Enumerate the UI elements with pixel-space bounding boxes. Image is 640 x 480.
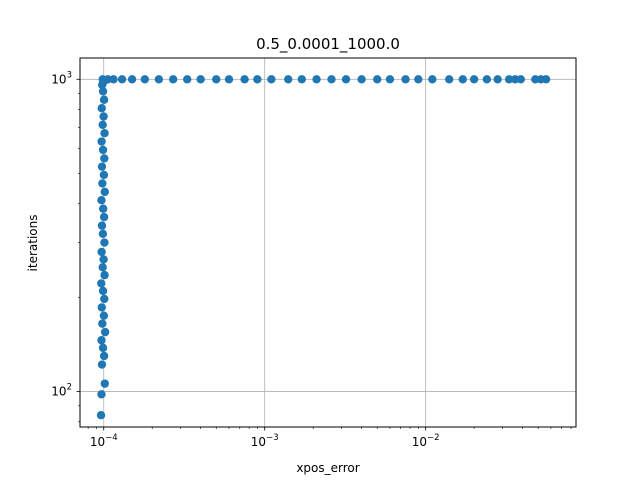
data-point	[183, 75, 192, 84]
x-axis-ticks: 10−4 10−3 10−2	[87, 427, 572, 449]
data-point	[373, 75, 382, 84]
data-point	[401, 75, 410, 84]
data-point	[284, 75, 293, 84]
x-tick-label: 10−3	[251, 433, 279, 449]
data-point	[97, 336, 106, 345]
data-point	[100, 379, 109, 388]
data-point	[98, 286, 108, 296]
data-point	[154, 75, 164, 84]
data-point	[100, 128, 109, 138]
data-point	[224, 75, 234, 84]
data-point	[99, 351, 109, 361]
data-point	[297, 75, 306, 84]
y-tick-label: 103	[51, 70, 72, 86]
data-point	[100, 327, 110, 337]
data-point	[493, 75, 502, 84]
data-point	[541, 75, 551, 84]
data-point	[99, 255, 108, 264]
data-point	[312, 75, 321, 84]
data-point	[469, 75, 479, 84]
data-point	[267, 75, 276, 84]
data-point	[327, 75, 336, 84]
data-point	[98, 229, 108, 239]
chart-title: 0.5_0.0001_1000.0	[256, 35, 400, 54]
data-point	[109, 75, 118, 84]
data-point	[100, 270, 109, 280]
y-tick-label: 102	[51, 383, 72, 399]
data-point	[99, 170, 109, 180]
data-point	[444, 75, 454, 84]
data-point	[100, 187, 109, 197]
data-point	[516, 75, 526, 84]
data-point	[97, 303, 106, 312]
data-point	[385, 75, 395, 84]
data-point	[98, 263, 107, 272]
data-point	[504, 75, 514, 84]
x-tick-label: 10−2	[412, 433, 440, 449]
data-point	[168, 75, 178, 84]
data-point	[100, 294, 109, 304]
data-point	[98, 120, 107, 129]
plot-frame	[79, 57, 577, 428]
data-point	[97, 360, 107, 369]
data-point	[196, 75, 205, 84]
x-axis-label: xpos_error	[296, 461, 359, 475]
data-point	[97, 279, 106, 288]
data-point	[99, 112, 108, 121]
data-point	[428, 75, 437, 84]
data-point	[97, 104, 106, 113]
data-point	[240, 75, 249, 84]
data-point	[341, 75, 351, 84]
data-point	[117, 75, 127, 84]
data-point	[127, 75, 137, 84]
data-points	[96, 75, 551, 420]
grid-lines	[80, 58, 576, 427]
data-point	[98, 145, 108, 155]
data-point	[100, 154, 109, 163]
data-point	[212, 75, 221, 84]
data-point	[97, 137, 106, 146]
x-tick-label: 10−4	[90, 433, 118, 449]
data-point	[482, 75, 492, 84]
data-point	[98, 319, 107, 328]
data-point	[98, 87, 108, 96]
data-point	[253, 75, 262, 84]
data-point	[96, 411, 106, 420]
data-point	[97, 247, 106, 257]
data-point	[458, 75, 467, 84]
y-axis-ticks: 102 103	[51, 70, 80, 423]
data-point	[99, 311, 109, 320]
data-point	[98, 204, 108, 213]
data-point	[97, 162, 107, 171]
data-point	[414, 75, 423, 84]
data-point	[100, 238, 109, 247]
data-point	[99, 95, 109, 104]
data-point	[140, 75, 150, 84]
data-point	[357, 75, 366, 84]
y-axis-label: iterations	[26, 215, 40, 272]
data-point	[97, 196, 106, 205]
data-point	[99, 212, 109, 222]
data-point	[97, 221, 107, 230]
data-point	[98, 343, 108, 353]
data-point	[97, 390, 106, 399]
data-point	[98, 179, 107, 188]
